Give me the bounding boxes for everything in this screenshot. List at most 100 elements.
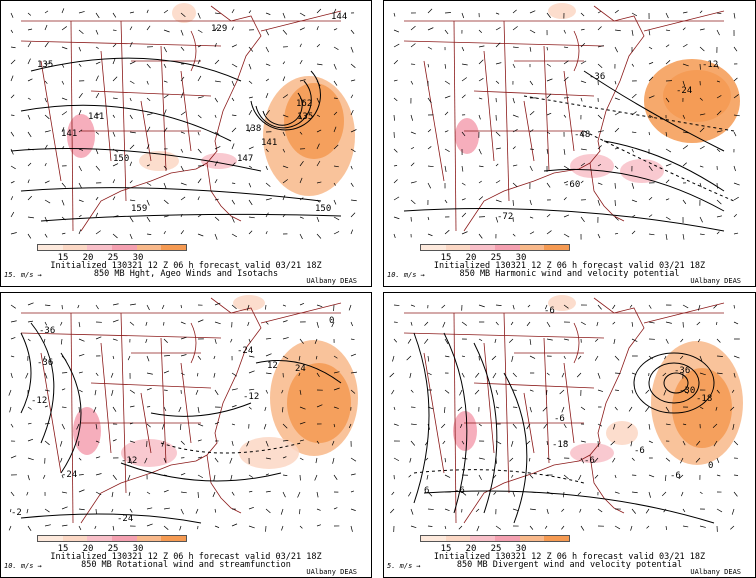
isotach-shading xyxy=(287,363,351,443)
wind-vector-mark xyxy=(563,474,569,480)
wind-vector-mark xyxy=(512,146,516,150)
wind-vector-mark xyxy=(316,26,319,31)
wind-vector-mark xyxy=(406,355,412,361)
wind-vector-mark xyxy=(146,233,152,235)
wind-vector-mark xyxy=(78,29,84,35)
isotach-shading xyxy=(453,411,477,451)
wind-vector-mark xyxy=(146,199,150,206)
wind-vector-mark xyxy=(163,165,168,170)
wind-vector-mark xyxy=(316,97,320,103)
wind-vector-mark xyxy=(248,506,254,510)
wind-vector-mark xyxy=(180,508,184,515)
wind-vector-mark xyxy=(630,525,633,531)
wind-vector-mark xyxy=(248,406,252,410)
wind-vector-mark xyxy=(316,233,322,239)
wind-vector-mark xyxy=(512,9,517,14)
wind-vector-mark xyxy=(129,11,135,14)
wind-vector-mark xyxy=(163,457,167,463)
wind-vector-mark xyxy=(127,355,131,361)
wind-vector-mark xyxy=(179,525,182,531)
geographic-boundary xyxy=(206,162,242,222)
wind-vector-mark xyxy=(732,423,735,430)
wind-vector-mark xyxy=(333,355,338,359)
contour-label: -24 xyxy=(237,346,253,356)
field-caption: 850 MB Rotational wind and streamfunctio… xyxy=(81,560,291,570)
wind-vector-mark xyxy=(214,508,217,513)
wind-vector-mark xyxy=(248,63,252,70)
wind-vector-mark xyxy=(129,97,132,102)
wind-vector-mark xyxy=(127,474,131,481)
geographic-boundary xyxy=(40,60,62,182)
wind-vector-mark xyxy=(410,131,416,135)
colorbar-swatch xyxy=(38,536,63,541)
wind-vector-mark xyxy=(427,146,432,150)
wind-vector-mark xyxy=(546,112,552,116)
wind-vector-mark xyxy=(231,388,238,391)
wind-vector-mark xyxy=(282,12,286,19)
wind-vector-mark xyxy=(478,304,485,308)
wind-vector-mark xyxy=(78,489,85,493)
wind-vector-mark xyxy=(129,321,135,326)
geographic-boundary xyxy=(180,70,192,152)
panel-divergent-wind: -6 -6 6 -36 -30 -18 -6 0 -6 -6 -6 -18 15 20 25 30 Initia… xyxy=(383,292,756,578)
wind-vector-mark xyxy=(478,180,482,184)
wind-vector-mark xyxy=(444,525,447,530)
wind-vector-mark xyxy=(350,46,354,53)
wind-vector-mark xyxy=(248,146,254,150)
wind-vector-mark xyxy=(197,456,203,459)
wind-vector-mark xyxy=(282,440,289,442)
wind-vector-mark xyxy=(512,199,514,206)
wind-vector-mark xyxy=(716,457,720,463)
isotach-shading xyxy=(606,421,638,445)
wind-vector-mark xyxy=(95,440,100,443)
wind-vector-mark xyxy=(95,165,101,171)
wind-vector-mark xyxy=(350,353,357,357)
wind-vector-mark xyxy=(495,321,499,326)
wind-vector-mark xyxy=(716,29,720,36)
wind-vector-mark xyxy=(393,457,400,462)
wind-vector-mark xyxy=(699,406,704,410)
wind-vector-mark xyxy=(298,355,301,361)
wind-vector-mark xyxy=(282,304,287,307)
wind-vector-mark xyxy=(180,196,186,201)
wind-vector-mark xyxy=(648,114,654,118)
geographic-boundary xyxy=(160,337,167,464)
colorbar-tick-label: 25 xyxy=(490,544,502,554)
wind-vector-mark xyxy=(546,457,551,461)
wind-vector-mark xyxy=(128,491,131,496)
wind-vector-mark xyxy=(461,94,466,99)
field-caption: 850 MB Hght, Ageo Winds and Isotachs xyxy=(93,269,279,279)
wind-vector-mark xyxy=(10,29,14,33)
wind-vector-mark xyxy=(129,508,133,513)
wind-vector-mark xyxy=(478,59,484,65)
wind-vector-mark xyxy=(563,29,566,34)
contour-label: -6 xyxy=(584,456,595,466)
wind-vector-mark xyxy=(424,440,429,446)
wind-vector-mark xyxy=(631,199,638,203)
wind-vector-mark xyxy=(444,95,451,99)
wind-vector-mark xyxy=(265,338,272,340)
wind-vector-mark xyxy=(10,320,17,323)
dashed-contour-line xyxy=(160,442,302,454)
wind-vector-mark xyxy=(546,491,553,495)
wind-vector-mark xyxy=(631,63,635,67)
wind-vector-mark xyxy=(248,46,254,52)
wind-vector-mark xyxy=(563,214,570,218)
wind-vector-mark xyxy=(180,29,184,36)
wind-vector-mark xyxy=(508,338,514,343)
wind-vector-mark xyxy=(427,355,430,362)
wind-vector-mark xyxy=(716,12,722,14)
wind-vector-mark xyxy=(474,389,480,395)
colorbar-swatch xyxy=(112,536,137,541)
wind-vector-mark xyxy=(180,372,185,376)
wind-vector-mark xyxy=(60,338,63,345)
wind-vector-mark xyxy=(409,457,412,463)
wind-vector-mark xyxy=(699,127,705,133)
wind-vector-mark xyxy=(427,27,434,31)
wind-vector-mark xyxy=(495,131,501,137)
wind-vector-mark xyxy=(44,97,47,103)
wind-vector-mark xyxy=(333,507,338,510)
wind-vector-mark xyxy=(631,214,636,218)
wind-vector-mark xyxy=(393,114,395,121)
wind-vector-mark xyxy=(299,439,305,442)
